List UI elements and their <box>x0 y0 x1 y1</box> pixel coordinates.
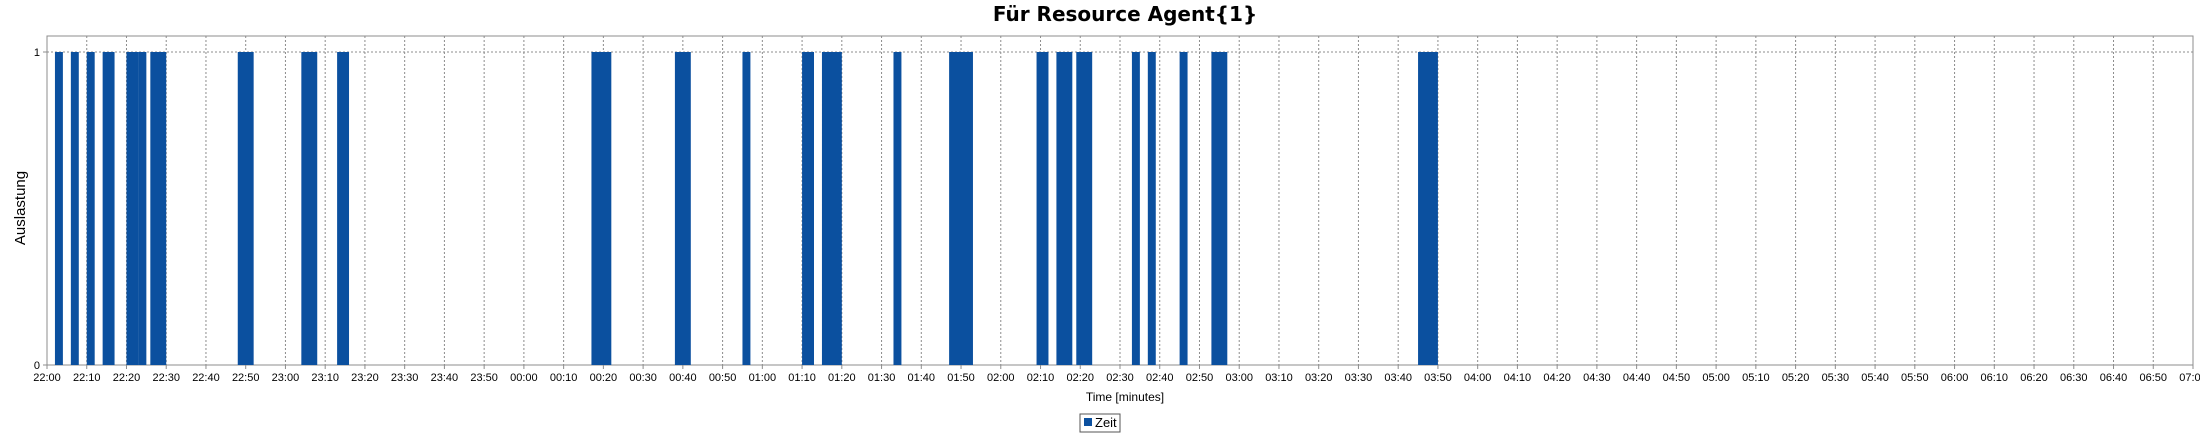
x-tick-label: 23:50 <box>470 372 498 384</box>
x-tick-label: 22:40 <box>192 372 220 384</box>
x-tick-label: 03:50 <box>1424 372 1452 384</box>
x-tick-label: 04:00 <box>1464 372 1492 384</box>
x-tick-label: 02:30 <box>1106 372 1134 384</box>
x-tick-label: 03:40 <box>1384 372 1412 384</box>
x-tick-label: 02:40 <box>1146 372 1174 384</box>
x-tick-label: 22:20 <box>113 372 141 384</box>
x-tick-label: 05:30 <box>1822 372 1850 384</box>
x-tick-label: 01:00 <box>749 372 777 384</box>
bar <box>138 52 147 365</box>
x-tick-label: 23:40 <box>431 372 459 384</box>
bar <box>821 52 842 365</box>
bar <box>1036 52 1049 365</box>
bar <box>1418 52 1438 365</box>
legend-swatch <box>1084 418 1092 426</box>
x-tick-label: 22:10 <box>73 372 101 384</box>
x-tick-label: 03:10 <box>1265 372 1293 384</box>
bars <box>54 52 1438 365</box>
bar <box>150 52 167 365</box>
y-tick-label: 0 <box>34 360 40 372</box>
bar <box>1179 52 1188 365</box>
x-axis-label: Time [minutes] <box>1086 390 1164 404</box>
x-tick-label: 23:00 <box>272 372 300 384</box>
x-tick-label: 05:00 <box>1702 372 1730 384</box>
bar <box>337 52 350 365</box>
x-tick-label: 04:40 <box>1623 372 1651 384</box>
x-tick-label: 03:20 <box>1305 372 1333 384</box>
x-tick-label: 06:00 <box>1941 372 1969 384</box>
bar <box>1147 52 1156 365</box>
x-tick-label: 05:50 <box>1901 372 1929 384</box>
bar <box>893 52 902 365</box>
bar <box>86 52 95 365</box>
x-tick-label: 22:30 <box>152 372 180 384</box>
bar <box>1211 52 1228 365</box>
x-tick-label: 02:50 <box>1186 372 1214 384</box>
x-tick-label: 01:10 <box>788 372 816 384</box>
bar <box>591 52 612 365</box>
x-tick-label: 00:00 <box>510 372 538 384</box>
x-tick-label: 00:30 <box>629 372 657 384</box>
x-tick-label: 02:00 <box>987 372 1015 384</box>
bar <box>237 52 254 365</box>
x-tick-label: 04:20 <box>1543 372 1571 384</box>
x-tick-label: 04:30 <box>1583 372 1611 384</box>
bar <box>54 52 63 365</box>
x-tick-label: 06:30 <box>2060 372 2088 384</box>
x-tick-label: 23:30 <box>391 372 419 384</box>
bar <box>1076 52 1093 365</box>
x-tick-label: 06:40 <box>2100 372 2128 384</box>
x-tick-label: 01:30 <box>868 372 896 384</box>
y-tick-label: 1 <box>34 47 40 59</box>
x-tick-label: 07:00 <box>2179 372 2200 384</box>
bar <box>742 52 751 365</box>
bar <box>802 52 814 365</box>
bar <box>949 52 973 365</box>
legend-label: Zeit <box>1095 415 1117 430</box>
bar <box>1131 52 1140 365</box>
chart-title: Für Resource Agent{1} <box>993 2 1257 26</box>
x-tick-label: 03:30 <box>1345 372 1373 384</box>
bar <box>674 52 691 365</box>
bar <box>301 52 318 365</box>
x-tick-label: 05:20 <box>1782 372 1810 384</box>
x-tick-label: 01:20 <box>828 372 856 384</box>
x-tick-label: 02:10 <box>1027 372 1055 384</box>
x-tick-label: 04:50 <box>1663 372 1691 384</box>
x-tick-label: 23:20 <box>351 372 379 384</box>
bar <box>1056 52 1073 365</box>
x-tick-label: 06:20 <box>2020 372 2048 384</box>
x-tick-label: 00:10 <box>550 372 578 384</box>
bar <box>70 52 79 365</box>
x-tick-label: 06:50 <box>2139 372 2167 384</box>
x-tick-label: 04:10 <box>1504 372 1532 384</box>
x-tick-label: 02:20 <box>1066 372 1094 384</box>
x-tick-label: 01:50 <box>947 372 975 384</box>
y-axis: 01 <box>34 47 47 372</box>
x-tick-label: 22:50 <box>232 372 260 384</box>
x-axis: 22:00 22:10 22:20 22:30 22:40 22:50 23:00 23:10… <box>33 365 2200 384</box>
y-axis-label: Auslastung <box>12 171 29 245</box>
x-tick-label: 00:50 <box>709 372 737 384</box>
x-tick-label: 22:00 <box>33 372 61 384</box>
x-tick-label: 03:00 <box>1225 372 1253 384</box>
x-tick-label: 05:10 <box>1742 372 1770 384</box>
legend: Zeit <box>1079 413 1121 433</box>
x-tick-label: 23:10 <box>311 372 339 384</box>
x-tick-label: 00:20 <box>590 372 618 384</box>
bar <box>102 52 115 365</box>
x-tick-label: 01:40 <box>908 372 936 384</box>
x-tick-label: 06:10 <box>1981 372 2009 384</box>
x-tick-label: 00:40 <box>669 372 697 384</box>
bar <box>126 52 139 365</box>
x-tick-label: 05:40 <box>1861 372 1889 384</box>
